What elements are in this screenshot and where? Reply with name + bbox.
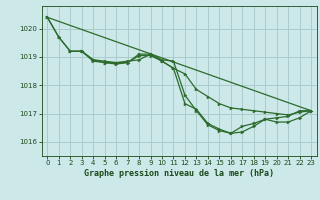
X-axis label: Graphe pression niveau de la mer (hPa): Graphe pression niveau de la mer (hPa) (84, 169, 274, 178)
